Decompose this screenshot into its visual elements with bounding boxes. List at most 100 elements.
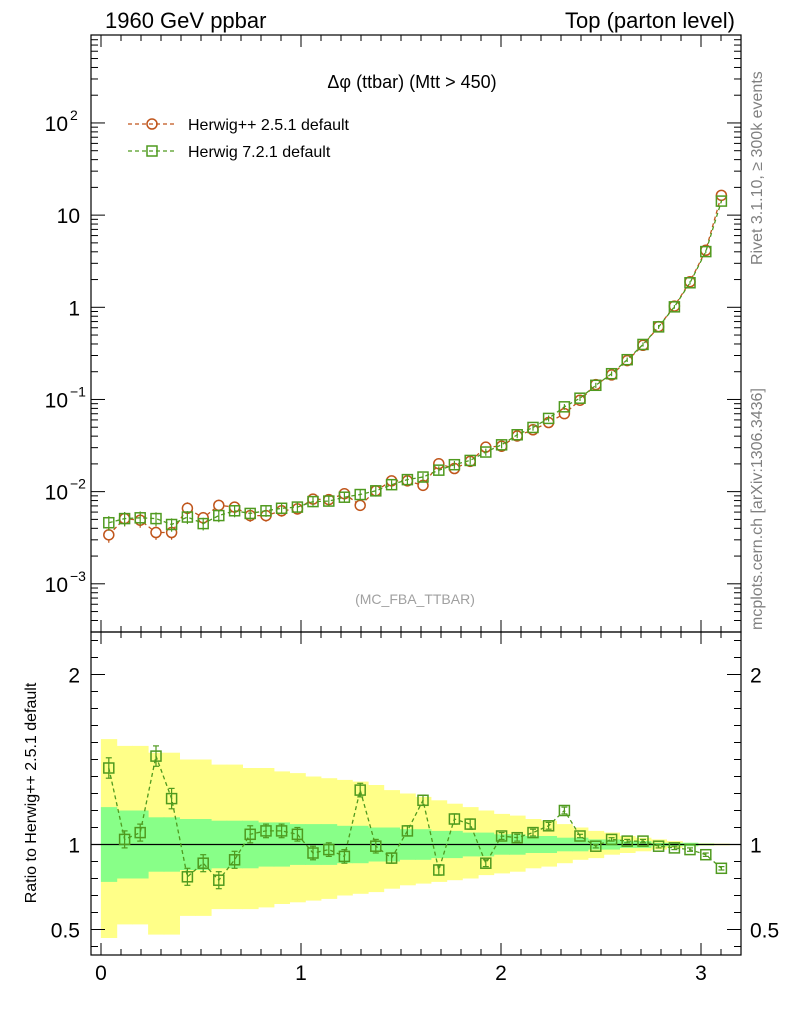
main-y-tick-exponent: −2 <box>70 476 86 492</box>
data-point-square <box>480 446 492 458</box>
ratio-point-square <box>323 843 335 856</box>
main-y-tick-exponent: −3 <box>70 568 86 584</box>
main-y-tick-label: 1 <box>68 297 80 320</box>
ratio-point-square <box>464 818 476 830</box>
main-series-group <box>103 189 728 543</box>
ratio-point-square <box>103 762 115 774</box>
main-y-tick-exponent: 2 <box>70 107 78 123</box>
header-left: 1960 GeV ppbar <box>105 8 266 33</box>
data-point-square <box>527 421 539 434</box>
ratio-plot-frame <box>90 631 742 956</box>
ratio-bands <box>100 739 730 938</box>
data-point-circle <box>150 526 162 539</box>
data-point-square <box>574 392 586 404</box>
main-y-tick-label: 10 <box>45 113 68 136</box>
data-point-square <box>511 429 523 441</box>
ratio-point-square <box>260 825 272 837</box>
data-point-square <box>448 458 461 471</box>
ratio-point-square <box>213 874 225 886</box>
ratio-point-square <box>480 857 492 869</box>
series-line-1 <box>108 200 723 526</box>
data-point-square <box>700 245 712 258</box>
data-point-square <box>370 485 382 497</box>
data-point-square <box>621 353 633 366</box>
data-point-square <box>103 516 115 529</box>
main-y-tick-label: 10 <box>45 574 68 597</box>
ratio-point-square <box>605 833 618 846</box>
data-point-square <box>590 379 602 392</box>
ratio-point-square <box>291 828 304 841</box>
x-tick-label: 2 <box>495 962 507 985</box>
data-point-square <box>558 401 571 413</box>
data-point-circle <box>354 499 366 512</box>
data-point-square <box>354 488 366 501</box>
data-point-square <box>150 512 162 525</box>
data-point-circle <box>715 189 728 202</box>
data-point-square <box>684 277 696 289</box>
main-plot-title: Δφ (ttbar) (Mtt > 450) <box>327 72 496 92</box>
ratio-point-square <box>197 857 209 869</box>
x-tick-label: 1 <box>295 962 307 985</box>
ratio-point-square <box>700 848 712 861</box>
data-point-square <box>323 495 335 507</box>
data-point-square <box>181 511 194 523</box>
ratio-point-square <box>370 840 382 852</box>
data-point-square <box>637 338 649 351</box>
ratio-point-square <box>637 835 649 847</box>
main-y-tick-label: 10 <box>45 482 68 505</box>
ratio-y-tick-label-right: 0.5 <box>750 920 779 943</box>
main-y-tick-label: 10 <box>57 205 80 228</box>
main-y-tick-exponent: −1 <box>70 383 86 399</box>
ratio-y-tick-label-right: 2 <box>750 665 762 688</box>
ratio-y-tick-label-right: 1 <box>750 835 762 858</box>
ratio-point-square <box>401 825 414 837</box>
legend-entry-herwigpp: Herwig++ 2.5.1 default <box>128 117 350 134</box>
ratio-point-square <box>621 835 633 847</box>
ratio-point-square <box>433 864 445 876</box>
series-line-0 <box>108 195 723 536</box>
data-point-square <box>260 505 272 517</box>
ratio-series-line <box>108 753 722 882</box>
data-point-square <box>213 509 225 522</box>
data-point-square <box>668 301 681 313</box>
ratio-point-square <box>417 794 429 807</box>
ratio-point-square <box>181 871 194 883</box>
data-point-square <box>401 473 414 486</box>
data-point-square <box>118 512 131 525</box>
legend-entry-herwig7: Herwig 7.2.1 default <box>128 144 331 161</box>
ratio-point-square <box>118 833 131 846</box>
header-right: Top (parton level) <box>565 8 735 33</box>
mcplots-credit-text: mcplots.cern.ch [arXiv:1306.3436] <box>749 388 766 630</box>
ratio-point-square <box>558 804 571 817</box>
data-point-square <box>338 491 351 503</box>
ratio-point-square <box>448 813 461 825</box>
legend-marker-circle <box>146 118 158 130</box>
ratio-point-square <box>527 826 539 839</box>
ratio-point-square <box>134 826 146 839</box>
data-point-square <box>385 478 398 491</box>
ratio-series-group <box>103 745 728 890</box>
x-tick-label: 0 <box>95 962 107 985</box>
ratio-point-square <box>275 825 288 837</box>
data-point-square <box>134 512 146 524</box>
ratio-axis-ticks: 0.5 0.5 1 1 2 2 0 1 2 3 <box>51 632 779 985</box>
data-point-square <box>307 495 319 508</box>
main-panel: Δφ (ttbar) (Mtt > 450) (MC_FBA_TTBAR) 10… <box>45 34 742 633</box>
data-point-square <box>464 454 476 467</box>
ratio-point-square <box>715 862 728 875</box>
ratio-y-tick-label: 2 <box>68 665 80 688</box>
ratio-y-tick-label: 1 <box>68 835 80 858</box>
data-point-square <box>228 505 241 517</box>
legend-label-herwig7: Herwig 7.2.1 default <box>188 144 331 161</box>
ratio-point-square <box>590 840 602 852</box>
ratio-point-square <box>668 842 681 854</box>
ratio-point-square <box>542 820 555 832</box>
data-point-square <box>275 502 288 515</box>
rivet-version-text: Rivet 3.1.10, ≥ 300k events <box>749 71 766 265</box>
main-y-tick-label: 10 <box>45 389 68 412</box>
data-point-circle <box>103 529 115 541</box>
data-point-square <box>433 464 445 476</box>
ratio-point-square <box>244 828 256 841</box>
